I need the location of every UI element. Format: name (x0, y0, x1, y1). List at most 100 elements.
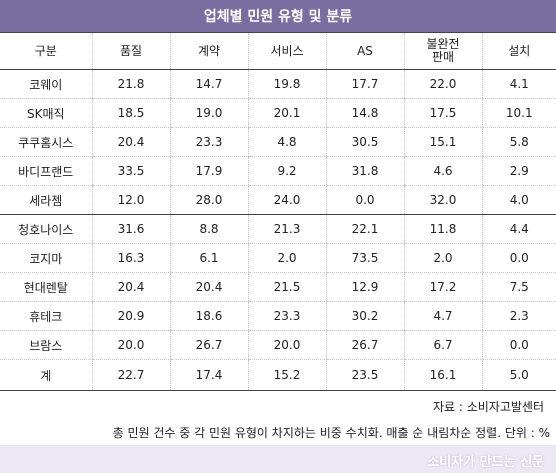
value-cell: 0.0 (325, 185, 404, 215)
value-cell: 31.8 (325, 156, 404, 186)
value-cell: 2.0 (403, 243, 482, 273)
col-header: 품질 (91, 32, 170, 70)
col-header: 설치 (481, 32, 556, 70)
col-header: 계약 (169, 32, 248, 70)
value-cell: 22.0 (403, 69, 482, 99)
value-cell: 23.3 (247, 301, 326, 331)
value-cell: 19.8 (247, 69, 326, 99)
source-note: 자료 : 소비자고발센터 (432, 400, 544, 414)
company-name-cell: 현대렌탈 (0, 272, 92, 302)
company-name-cell: 쿠쿠홈시스 (0, 127, 92, 157)
value-cell: 20.0 (91, 330, 170, 360)
company-name-cell: 청호나이스 (0, 214, 92, 244)
total-value-cell: 17.4 (169, 359, 248, 391)
value-cell: 17.2 (403, 272, 482, 302)
value-cell: 4.1 (481, 69, 556, 99)
value-cell: 9.2 (247, 156, 326, 186)
value-cell: 15.1 (403, 127, 482, 157)
value-cell: 17.9 (169, 156, 248, 186)
table-row: 쿠쿠홈시스 20.4 23.3 4.8 30.5 15.1 5.8 (0, 127, 556, 157)
total-value-cell: 15.2 (247, 359, 326, 391)
col-header: 불완전 판매 (403, 32, 482, 70)
value-cell: 8.8 (169, 214, 248, 244)
value-cell: 18.5 (91, 98, 170, 128)
company-name-cell: 세라젬 (0, 185, 92, 215)
value-cell: 21.3 (247, 214, 326, 244)
value-cell: 30.5 (325, 127, 404, 157)
table-row: 세라젬 12.0 28.0 24.0 0.0 32.0 4.0 (0, 185, 556, 215)
value-cell: 7.5 (481, 272, 556, 302)
value-cell: 14.7 (169, 69, 248, 99)
value-cell: 19.0 (169, 98, 248, 128)
value-cell: 17.7 (325, 69, 404, 99)
value-cell: 20.4 (169, 272, 248, 302)
value-cell: 22.1 (325, 214, 404, 244)
value-cell: 0.0 (481, 243, 556, 273)
value-cell: 10.1 (481, 98, 556, 128)
table-row: 청호나이스 31.6 8.8 21.3 22.1 11.8 4.4 (0, 214, 556, 244)
value-cell: 20.0 (247, 330, 326, 360)
value-cell: 23.3 (169, 127, 248, 157)
total-value-cell: 5.0 (481, 359, 556, 391)
value-cell: 20.9 (91, 301, 170, 331)
value-cell: 11.8 (403, 214, 482, 244)
value-cell: 21.8 (91, 69, 170, 99)
value-cell: 4.8 (247, 127, 326, 157)
col-header: 서비스 (247, 32, 326, 70)
table-row: 브람스 20.0 26.7 20.0 26.7 6.7 0.0 (0, 330, 556, 360)
value-cell: 4.4 (481, 214, 556, 244)
footer-bar (0, 445, 556, 473)
table-row: 현대렌탈 20.4 20.4 21.5 12.9 17.2 7.5 (0, 272, 556, 302)
total-value-cell: 22.7 (91, 359, 170, 391)
complaint-table: 구분 품질 계약 서비스 AS 불완전 판매 설치 코웨이 21.8 14.7 19.… (0, 32, 556, 391)
value-cell: 24.0 (247, 185, 326, 215)
company-name-cell: 휴테크 (0, 301, 92, 331)
table-row: 코웨이 21.8 14.7 19.8 17.7 22.0 4.1 (0, 69, 556, 99)
value-cell: 20.4 (91, 127, 170, 157)
value-cell: 26.7 (169, 330, 248, 360)
company-name-cell: 코웨이 (0, 69, 92, 99)
value-cell: 12.9 (325, 272, 404, 302)
value-cell: 28.0 (169, 185, 248, 215)
value-cell: 16.3 (91, 243, 170, 273)
value-cell: 4.7 (403, 301, 482, 331)
value-cell: 32.0 (403, 185, 482, 215)
table-row: 휴테크 20.9 18.6 23.3 30.2 4.7 2.3 (0, 301, 556, 331)
table-title: 업체별 민원 유형 및 분류 (0, 0, 556, 32)
value-cell: 6.1 (169, 243, 248, 273)
value-cell: 33.5 (91, 156, 170, 186)
company-name-cell: 바디프랜드 (0, 156, 92, 186)
value-cell: 0.0 (481, 330, 556, 360)
value-cell: 6.7 (403, 330, 482, 360)
value-cell: 4.0 (481, 185, 556, 215)
value-cell: 20.4 (91, 272, 170, 302)
value-cell: 21.5 (247, 272, 326, 302)
value-cell: 2.0 (247, 243, 326, 273)
value-cell: 17.5 (403, 98, 482, 128)
total-label-cell: 계 (0, 359, 92, 391)
value-cell: 20.1 (247, 98, 326, 128)
value-cell: 5.8 (481, 127, 556, 157)
company-name-cell: 브람스 (0, 330, 92, 360)
value-cell: 2.9 (481, 156, 556, 186)
value-cell: 2.3 (481, 301, 556, 331)
value-cell: 31.6 (91, 214, 170, 244)
value-cell: 4.6 (403, 156, 482, 186)
company-name-cell: 코지마 (0, 243, 92, 273)
value-cell: 30.2 (325, 301, 404, 331)
publisher-credit: 소비자가 만드는 신문 (427, 455, 544, 470)
table-row: 코지마 16.3 6.1 2.0 73.5 2.0 0.0 (0, 243, 556, 273)
col-header: 구분 (0, 32, 92, 70)
company-name-cell: SK매직 (0, 98, 92, 128)
total-value-cell: 23.5 (325, 359, 404, 391)
total-value-cell: 16.1 (403, 359, 482, 391)
value-cell: 14.8 (325, 98, 404, 128)
total-row: 계 22.7 17.4 15.2 23.5 16.1 5.0 (0, 359, 556, 391)
value-cell: 18.6 (169, 301, 248, 331)
value-cell: 73.5 (325, 243, 404, 273)
table-row: 바디프랜드 33.5 17.9 9.2 31.8 4.6 2.9 (0, 156, 556, 186)
header-row: 구분 품질 계약 서비스 AS 불완전 판매 설치 (0, 32, 556, 70)
unit-note: 총 민원 건수 중 각 민원 유형이 차지하는 비중 수치화. 매출 순 내림차… (112, 426, 550, 440)
table-row: SK매직 18.5 19.0 20.1 14.8 17.5 10.1 (0, 98, 556, 128)
